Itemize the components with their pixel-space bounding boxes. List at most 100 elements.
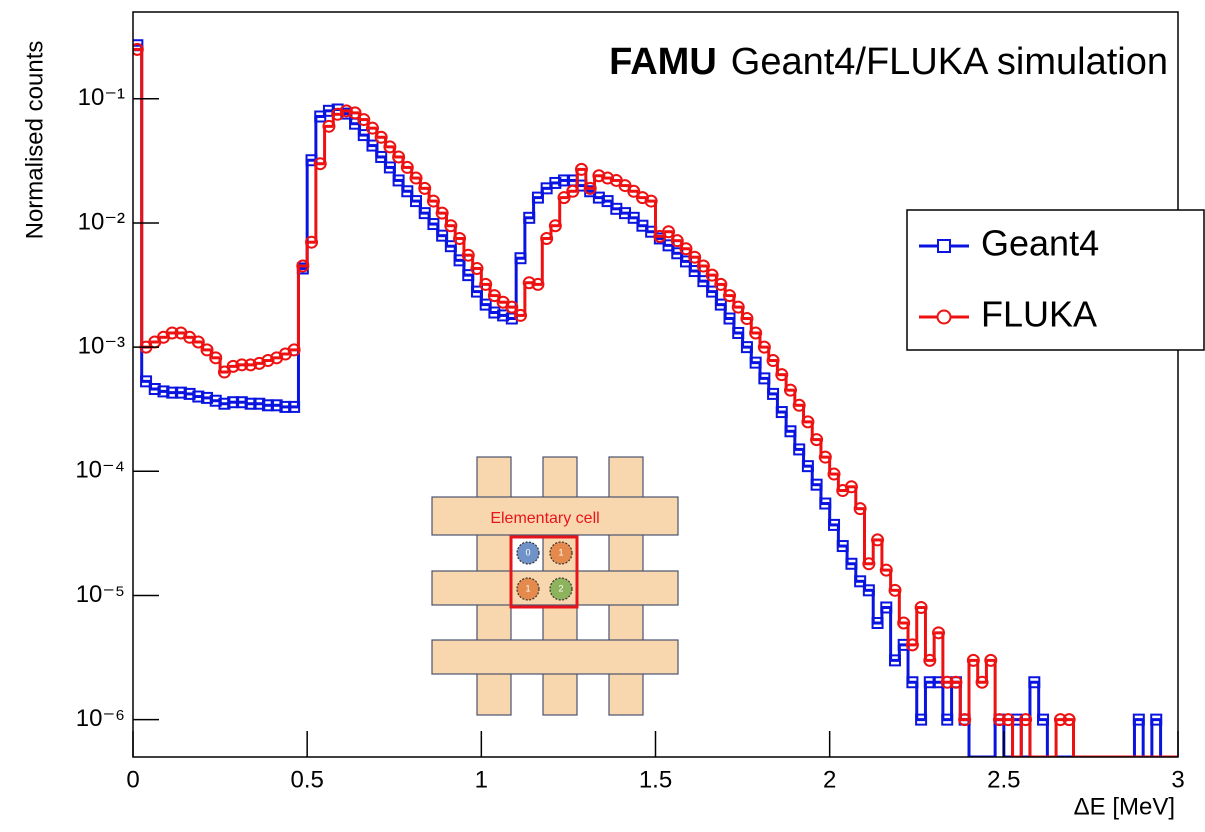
marker bbox=[226, 359, 240, 373]
marker bbox=[531, 277, 545, 291]
marker bbox=[522, 276, 536, 290]
y-tick-label: 10⁻⁶ bbox=[76, 705, 125, 732]
marker bbox=[723, 289, 737, 303]
inset-star bbox=[516, 577, 540, 601]
marker bbox=[801, 415, 815, 429]
marker bbox=[548, 219, 562, 233]
y-tick-label: 10⁻³ bbox=[78, 332, 125, 359]
marker bbox=[679, 242, 693, 256]
marker bbox=[201, 391, 214, 404]
inset-label: Elementary cell bbox=[490, 510, 599, 527]
marker bbox=[470, 261, 484, 275]
chart-title: FAMU Geant4/FLUKA simulation bbox=[609, 41, 1168, 83]
marker bbox=[644, 194, 658, 208]
marker bbox=[775, 406, 788, 419]
marker bbox=[1037, 713, 1050, 726]
marker bbox=[444, 219, 458, 233]
marker bbox=[958, 713, 972, 727]
marker bbox=[792, 398, 806, 412]
marker bbox=[244, 358, 258, 372]
title-rest: Geant4/FLUKA simulation bbox=[731, 41, 1168, 83]
marker bbox=[836, 540, 849, 553]
marker bbox=[296, 259, 310, 273]
marker bbox=[670, 234, 684, 248]
marker bbox=[497, 309, 510, 322]
x-tick-label: 3 bbox=[1171, 766, 1184, 793]
marker bbox=[627, 211, 640, 224]
marker bbox=[914, 600, 928, 614]
marker bbox=[827, 467, 841, 481]
marker bbox=[218, 397, 231, 410]
marker bbox=[383, 140, 397, 154]
marker bbox=[313, 157, 327, 171]
marker bbox=[732, 326, 745, 339]
marker bbox=[479, 277, 493, 291]
inset-cell-label: 0 bbox=[525, 547, 530, 557]
marker bbox=[757, 340, 771, 354]
marker bbox=[819, 497, 832, 510]
y-tick-label: 10⁻⁵ bbox=[76, 581, 125, 608]
marker bbox=[984, 653, 998, 667]
marker bbox=[845, 557, 858, 570]
marker bbox=[400, 160, 414, 174]
marker bbox=[793, 443, 806, 456]
marker bbox=[418, 181, 432, 195]
series-square bbox=[133, 39, 1178, 757]
marker bbox=[940, 675, 954, 689]
marker bbox=[235, 396, 248, 409]
x-tick-label: 1.5 bbox=[639, 766, 672, 793]
marker bbox=[879, 563, 893, 577]
marker bbox=[470, 285, 483, 298]
marker bbox=[905, 638, 919, 652]
plot-frame bbox=[132, 11, 1179, 758]
marker bbox=[566, 184, 580, 198]
marker bbox=[253, 397, 266, 410]
marker bbox=[133, 42, 144, 56]
x-tick-label: 2.5 bbox=[987, 766, 1020, 793]
marker bbox=[1132, 713, 1145, 726]
marker bbox=[592, 169, 606, 183]
marker bbox=[479, 298, 492, 311]
marker bbox=[618, 179, 632, 193]
marker bbox=[1150, 713, 1163, 726]
x-tick-label: 2 bbox=[823, 766, 836, 793]
marker bbox=[583, 181, 597, 195]
marker bbox=[941, 713, 954, 726]
marker bbox=[488, 306, 501, 319]
marker bbox=[871, 533, 885, 547]
marker bbox=[740, 312, 754, 326]
y-axis-label: Normalised counts bbox=[21, 41, 48, 240]
marker bbox=[897, 616, 911, 630]
inset-bar bbox=[431, 639, 679, 675]
marker bbox=[418, 207, 431, 220]
marker bbox=[435, 206, 449, 220]
marker bbox=[374, 130, 388, 144]
marker bbox=[523, 211, 536, 224]
marker bbox=[915, 713, 928, 726]
marker bbox=[714, 298, 727, 311]
marker bbox=[436, 229, 449, 242]
title-bold: FAMU bbox=[609, 41, 717, 83]
marker bbox=[801, 460, 814, 473]
marker bbox=[375, 150, 388, 163]
marker bbox=[888, 654, 901, 667]
marker bbox=[252, 356, 266, 370]
legend-box bbox=[906, 209, 1205, 351]
marker bbox=[749, 326, 763, 340]
marker bbox=[557, 191, 571, 205]
inset-diagram: 0 1 1 2 Elementary cell bbox=[431, 456, 679, 716]
marker bbox=[174, 386, 187, 399]
marker bbox=[209, 351, 223, 365]
marker bbox=[888, 583, 902, 597]
marker bbox=[975, 675, 989, 689]
legend-label: FLUKA bbox=[981, 294, 1097, 335]
marker bbox=[235, 358, 249, 372]
marker bbox=[705, 268, 719, 282]
marker bbox=[462, 269, 475, 282]
marker bbox=[166, 386, 179, 399]
marker bbox=[365, 121, 379, 135]
marker bbox=[862, 584, 875, 597]
marker bbox=[818, 450, 832, 464]
legend-marker bbox=[936, 309, 952, 325]
